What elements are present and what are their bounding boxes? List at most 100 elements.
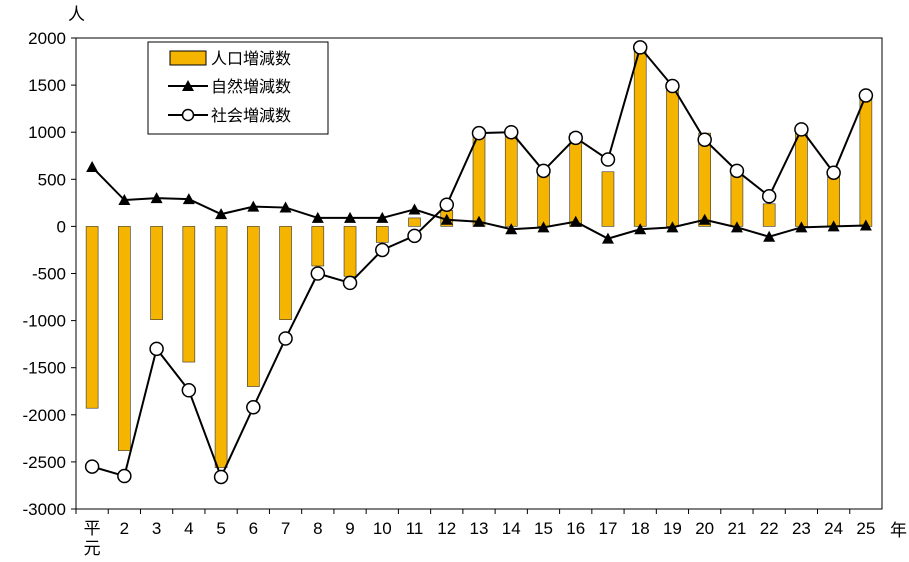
circle-point [471, 125, 487, 141]
bar [569, 132, 583, 227]
y-tick-label: 1000 [28, 123, 66, 142]
x-tick-label: 3 [152, 519, 161, 538]
bar [247, 226, 260, 387]
bar [730, 170, 744, 227]
triangle-point [666, 221, 679, 233]
circle-point [439, 197, 455, 212]
circle-point [181, 383, 197, 398]
bar [214, 226, 228, 468]
x-tick-label: 14 [502, 519, 521, 538]
bar [311, 226, 325, 267]
y-tick-label: -1000 [23, 312, 66, 331]
bar [795, 130, 808, 227]
x-tick-label: 19 [663, 519, 682, 538]
x-tick-label: 22 [760, 519, 779, 538]
triangle-point [376, 211, 389, 223]
y-tick-label: 0 [57, 217, 66, 236]
triangle-point [215, 208, 228, 220]
x-axis-labels: 平元2 3 4 5 6 7 8 9 10 11 12 13 14 15 16 17 18 19 20 21 22 23 24… [75, 509, 875, 558]
circle-point [84, 459, 100, 474]
x-tick-label: 24 [824, 519, 843, 538]
circle-point [278, 331, 293, 346]
bar [118, 226, 131, 451]
x-tick-label: 16 [566, 519, 585, 538]
circle-point [568, 130, 583, 146]
x-tick-label: 23 [792, 519, 811, 538]
x-tick-label: 17 [598, 519, 617, 538]
triangle-point [505, 223, 518, 235]
x-tick-label: 4 [184, 519, 193, 538]
y-axis-ticks: 2000 1500 1000 500 0 -500 -1000 -1500 -2000 -2500… [23, 29, 76, 519]
triangle-point [344, 211, 357, 223]
x-tick-label: 6 [249, 519, 258, 538]
y-tick-label: -500 [32, 265, 66, 284]
triangle-point [634, 223, 647, 235]
x-tick-label: 21 [727, 519, 746, 538]
circle-point [858, 88, 874, 103]
legend-triangle-marker [182, 80, 194, 91]
triangle-point [859, 219, 872, 231]
triangle-point [827, 220, 840, 232]
x-axis-unit: 年 [890, 521, 907, 541]
triangle-point [569, 215, 582, 227]
bar [633, 47, 647, 227]
circle-point [665, 78, 680, 94]
x-tick-label: 5 [216, 519, 225, 538]
triangle-point [279, 201, 292, 213]
bar [698, 132, 711, 227]
x-tick-label: 9 [345, 519, 354, 538]
triangle-point [440, 213, 453, 225]
circle-point [761, 189, 777, 204]
bar [537, 171, 550, 227]
bar [504, 131, 518, 227]
triangle-point [473, 215, 485, 227]
legend-label-social: 社会増減数 [211, 106, 291, 125]
bar [666, 85, 679, 227]
y-tick-label: 1500 [28, 76, 66, 95]
triangle-point [698, 213, 711, 225]
bar [859, 95, 873, 227]
circle-point [213, 469, 229, 485]
x-tick-label: 12 [437, 519, 456, 538]
triangle-point [537, 221, 550, 233]
bar [375, 226, 389, 243]
triangle-point [601, 232, 614, 244]
bar [472, 130, 486, 227]
x-tick-label: 8 [313, 519, 322, 538]
y-tick-label: -2000 [23, 406, 66, 425]
bar [279, 226, 292, 320]
circle-point [117, 468, 132, 484]
legend: 人口増減数 自然増減数 社会増減数 [147, 41, 329, 135]
x-tick-label: 10 [373, 519, 392, 538]
circle-point [697, 132, 712, 147]
x-tick-label: 20 [695, 519, 714, 538]
circle-point [246, 400, 261, 415]
circle-point [536, 163, 551, 179]
circle-point [342, 275, 358, 291]
bar [827, 172, 840, 227]
triangle-point [763, 230, 776, 242]
legend-label-population: 人口増減数 [211, 49, 291, 68]
circle-point [310, 266, 326, 281]
y-tick-label: -3000 [23, 500, 66, 519]
triangle-point [247, 200, 260, 212]
x-tick-label: 元 [84, 539, 101, 558]
bar [762, 203, 776, 227]
circle-point [375, 242, 390, 258]
bar [182, 226, 196, 363]
social-change-series [84, 40, 874, 485]
legend-circle-marker [181, 108, 195, 122]
circle-point [826, 165, 841, 180]
y-tick-label: -1500 [23, 359, 66, 378]
x-tick-label: 18 [631, 519, 650, 538]
circle-point [794, 122, 809, 137]
natural-change-series [86, 161, 872, 244]
x-tick-label: 15 [534, 519, 553, 538]
triangle-point [311, 211, 324, 223]
bar [150, 226, 163, 320]
legend-label-natural: 自然増減数 [211, 77, 291, 96]
bar [601, 171, 615, 227]
triangle-point [150, 192, 163, 204]
x-tick-label: 13 [470, 519, 489, 538]
